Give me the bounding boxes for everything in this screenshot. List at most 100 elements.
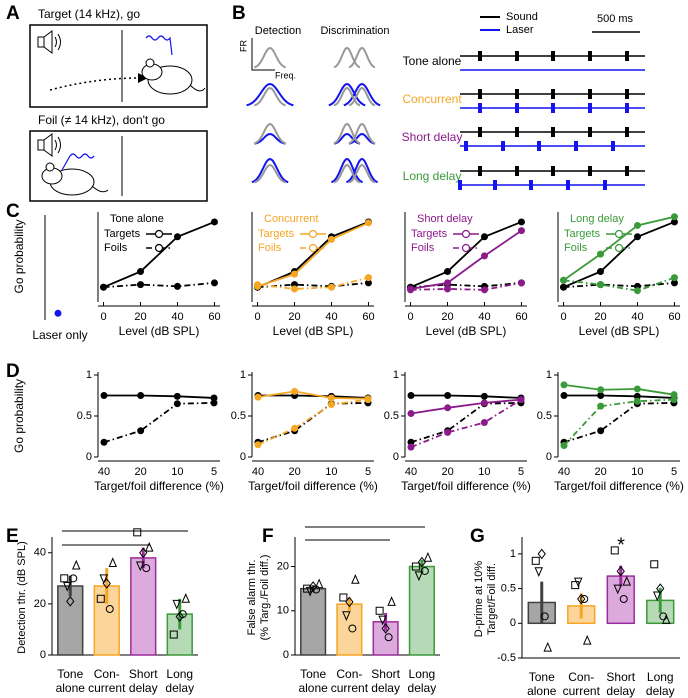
legend-marker [154,243,164,253]
data-point [444,268,452,276]
sound-pulse [551,89,555,99]
data-point [633,287,641,295]
panel-label: F [262,526,274,547]
tuning-curve [254,163,286,184]
laser-fiber [145,35,173,56]
data-point [375,606,384,615]
data-point [622,575,632,586]
data-point [517,396,525,404]
subplot-title: Concurrent [264,213,318,225]
data-point [407,443,415,451]
x-tick-label: current [331,681,369,695]
data-point [573,577,583,588]
data-point [670,391,678,399]
x-tick-label: delay [606,684,635,698]
data-point [582,634,592,645]
sound-pulse [588,89,592,99]
sound-pulse [625,166,629,176]
data-point [517,279,525,287]
speaker [37,133,61,157]
foil-box [29,130,208,202]
data-point [444,279,452,287]
data-point [210,279,218,287]
x-tick-label: delay [646,684,675,698]
x-tick-label: delay [408,681,437,695]
data-point [517,218,525,226]
data-point [66,596,75,607]
tuning-curve [251,157,289,184]
y-axis-label: (% Targ./Foil diff.) [259,555,271,641]
x-tick-label: 0 [100,311,106,323]
y-tick-label: 0 [546,451,552,463]
laser-pulse [588,103,592,113]
data-point [181,593,191,603]
data-point [144,541,154,552]
x-tick-label: 40 [171,311,183,323]
data-point [175,611,184,622]
x-tick-label: Tone [300,667,326,681]
series-line [410,401,522,444]
series-line [103,281,215,289]
data-point [71,559,81,570]
arrow [49,77,141,91]
data-point [327,401,335,409]
data-point [137,268,145,276]
data-point [210,394,218,402]
x-tick-label: 20 [288,311,300,323]
data-point [351,574,360,584]
data-point [69,574,78,583]
x-tick-label: current [563,684,601,698]
bar [408,565,435,656]
data-point [178,610,187,619]
x-tick-label: Short [371,667,400,681]
data-point [173,400,181,408]
data-point [291,270,299,278]
data-point [670,213,678,221]
x-tick-label: 40 [478,311,490,323]
y-tick-label: -0.5 [497,652,516,664]
tuning-curve [333,122,361,145]
arrowhead [138,73,148,83]
x-tick-label: 40 [558,466,570,478]
data-point [444,285,452,293]
data-point [172,599,182,610]
sound-pulse [588,51,592,61]
data-point [291,285,299,293]
sound-pulse [478,166,482,176]
data-point [534,567,544,577]
series-line [103,221,215,289]
sound-pulse [515,51,519,61]
data-point [102,578,111,589]
series-line [410,229,522,290]
y-tick-label: 0 [40,649,46,661]
tuning-curve [331,157,363,184]
data-point [670,279,678,287]
data-point [133,528,142,537]
data-point [135,561,145,572]
sound-pulse [515,127,519,137]
series-line [563,276,675,292]
data-point [169,630,178,639]
data-point [597,427,605,435]
x-tick-label: 5 [365,466,371,478]
x-tick-label: 0 [560,311,566,323]
data-point [291,424,299,432]
legend-label: Targets [411,228,448,240]
data-point [345,596,354,608]
panel-label: B [232,3,246,24]
x-tick-label: 10 [478,466,490,478]
x-tick-label: 40 [252,466,264,478]
laser-pulse [574,141,578,151]
data-point [54,309,62,317]
series-line [410,221,522,289]
data-point [633,385,641,393]
x-tick-label: 60 [362,311,374,323]
column-label: Discrimination [320,25,389,37]
x-tick-label: delay [165,681,194,695]
data-point [407,286,415,294]
data-point [560,392,568,399]
sound-pulse [625,89,629,99]
laser-pulse [493,180,497,190]
x-tick-label: 5 [518,466,524,478]
sound-pulse [625,51,629,61]
